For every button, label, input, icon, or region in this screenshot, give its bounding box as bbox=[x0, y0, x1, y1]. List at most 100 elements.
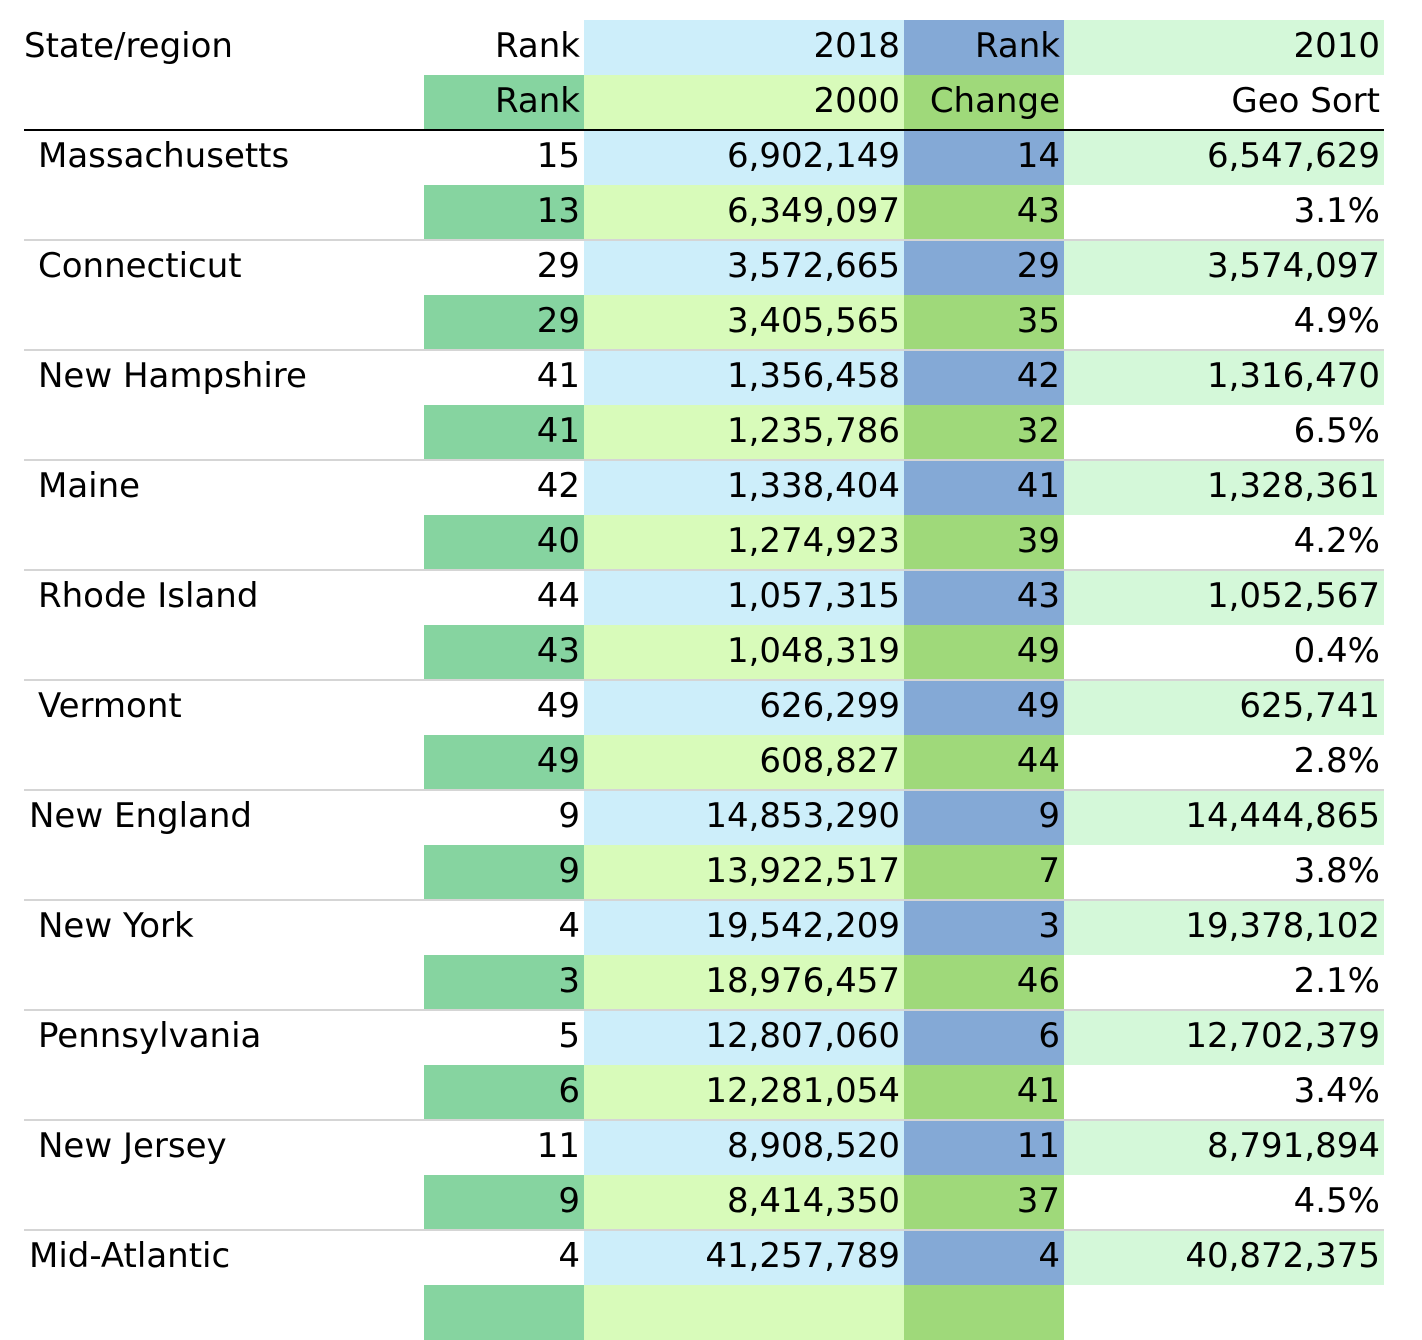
table-body: Massachusetts 15 6,902,149 14 6,547,629 13 6,3… bbox=[24, 129, 1384, 1340]
header-2010: 2010 bbox=[1064, 20, 1384, 75]
population-2000-cell: 12,281,054 bbox=[584, 1065, 904, 1120]
rank-2000-cell: 43 bbox=[424, 625, 584, 680]
percent-change-cell: 4.2% bbox=[1293, 521, 1380, 561]
rank-2010-cell: 11 bbox=[904, 1120, 1064, 1175]
state-name: Rhode Island bbox=[38, 576, 259, 616]
rank-2018-cell: 4 bbox=[558, 906, 580, 946]
population-2018-cell: 14,853,290 bbox=[584, 790, 904, 845]
row-spacer bbox=[24, 735, 424, 790]
population-2000-cell: 6,349,097 bbox=[584, 185, 904, 240]
population-2010-cell: 12,702,379 bbox=[1064, 1010, 1384, 1065]
table-row: New Jersey 11 8,908,520 11 8,791,894 bbox=[24, 1119, 1384, 1175]
table-row: Connecticut 29 3,572,665 29 3,574,097 bbox=[24, 239, 1384, 295]
population-2010-cell: 625,741 bbox=[1064, 680, 1384, 735]
row-spacer bbox=[24, 625, 424, 680]
percent-change-cell: 4.9% bbox=[1293, 301, 1380, 341]
population-2000-cell bbox=[584, 1285, 904, 1340]
table-row: Rhode Island 44 1,057,315 43 1,052,567 bbox=[24, 569, 1384, 625]
header-rank-2018: Rank bbox=[495, 26, 580, 66]
rank-2000-cell: 40 bbox=[424, 515, 584, 570]
change-rank-cell: 39 bbox=[904, 515, 1064, 570]
population-table: State/region Rank 2018 Rank 2010 Rank 20… bbox=[24, 20, 1384, 1340]
population-2010-cell: 1,328,361 bbox=[1064, 460, 1384, 515]
population-2010-cell: 8,791,894 bbox=[1064, 1120, 1384, 1175]
row-spacer bbox=[24, 845, 424, 900]
table-row: 9 13,922,517 7 3.8% bbox=[24, 845, 1384, 900]
row-spacer bbox=[24, 955, 424, 1010]
rank-2010-cell: 4 bbox=[904, 1230, 1064, 1285]
state-name: Massachusetts bbox=[38, 136, 290, 176]
rank-2000-cell: 6 bbox=[424, 1065, 584, 1120]
population-2000-cell: 608,827 bbox=[584, 735, 904, 790]
rank-2010-cell: 49 bbox=[904, 680, 1064, 735]
rank-2000-cell bbox=[424, 1285, 584, 1340]
rank-2010-cell: 3 bbox=[904, 900, 1064, 955]
population-2018-cell: 3,572,665 bbox=[584, 240, 904, 295]
row-spacer bbox=[24, 295, 424, 350]
header-state-region: State/region bbox=[24, 26, 233, 66]
population-2010-cell: 6,547,629 bbox=[1064, 130, 1384, 185]
state-name: Connecticut bbox=[38, 246, 242, 286]
rank-2000-cell: 41 bbox=[424, 405, 584, 460]
header-2000: 2000 bbox=[584, 75, 904, 130]
row-divider bbox=[24, 569, 1384, 571]
population-2010-cell: 1,316,470 bbox=[1064, 350, 1384, 405]
header-2018: 2018 bbox=[584, 20, 904, 75]
table-row: 29 3,405,565 35 4.9% bbox=[24, 295, 1384, 350]
rank-2000-cell: 9 bbox=[424, 845, 584, 900]
table-row bbox=[24, 1285, 1384, 1340]
population-2010-cell: 3,574,097 bbox=[1064, 240, 1384, 295]
table-row: 6 12,281,054 41 3.4% bbox=[24, 1065, 1384, 1120]
rank-2000-cell: 9 bbox=[424, 1175, 584, 1230]
rank-2018-cell: 41 bbox=[536, 356, 580, 396]
change-rank-cell: 41 bbox=[904, 1065, 1064, 1120]
state-name: Maine bbox=[38, 466, 141, 506]
population-2018-cell: 6,902,149 bbox=[584, 130, 904, 185]
rank-2018-cell: 5 bbox=[558, 1016, 580, 1056]
population-2010-cell: 40,872,375 bbox=[1064, 1230, 1384, 1285]
table-row: Vermont 49 626,299 49 625,741 bbox=[24, 679, 1384, 735]
table-row: 40 1,274,923 39 4.2% bbox=[24, 515, 1384, 570]
rank-2018-cell: 49 bbox=[536, 686, 580, 726]
percent-change-cell: 0.4% bbox=[1293, 631, 1380, 671]
percent-change-cell: 3.1% bbox=[1293, 191, 1380, 231]
state-name: Mid-Atlantic bbox=[29, 1236, 231, 1276]
percent-change-cell: 3.4% bbox=[1293, 1071, 1380, 1111]
state-name: New York bbox=[38, 906, 194, 946]
rank-2018-cell: 29 bbox=[536, 246, 580, 286]
rank-2010-cell: 43 bbox=[904, 570, 1064, 625]
row-spacer bbox=[24, 185, 424, 240]
state-name: Pennsylvania bbox=[38, 1016, 262, 1056]
row-divider bbox=[24, 349, 1384, 351]
change-rank-cell bbox=[904, 1285, 1064, 1340]
row-spacer bbox=[24, 1065, 424, 1120]
row-divider bbox=[24, 1009, 1384, 1011]
header-rank-2000: Rank bbox=[424, 75, 584, 130]
population-2000-cell: 13,922,517 bbox=[584, 845, 904, 900]
change-rank-cell: 49 bbox=[904, 625, 1064, 680]
population-2018-cell: 1,356,458 bbox=[584, 350, 904, 405]
population-2000-cell: 1,048,319 bbox=[584, 625, 904, 680]
table-row: Mid-Atlantic 4 41,257,789 4 40,872,375 bbox=[24, 1229, 1384, 1285]
rank-2018-cell: 42 bbox=[536, 466, 580, 506]
change-rank-cell: 46 bbox=[904, 955, 1064, 1010]
header-row-1: State/region Rank 2018 Rank 2010 bbox=[24, 20, 1384, 75]
rank-2000-cell: 49 bbox=[424, 735, 584, 790]
percent-change-cell: 6.5% bbox=[1293, 411, 1380, 451]
row-spacer bbox=[24, 1285, 424, 1340]
rank-2010-cell: 14 bbox=[904, 130, 1064, 185]
population-2018-cell: 12,807,060 bbox=[584, 1010, 904, 1065]
state-name: New Jersey bbox=[38, 1126, 227, 1166]
population-2018-cell: 626,299 bbox=[584, 680, 904, 735]
rank-2018-cell: 11 bbox=[536, 1126, 580, 1166]
table-row: 9 8,414,350 37 4.5% bbox=[24, 1175, 1384, 1230]
row-divider bbox=[24, 239, 1384, 241]
change-rank-cell: 7 bbox=[904, 845, 1064, 900]
population-2000-cell: 18,976,457 bbox=[584, 955, 904, 1010]
row-divider bbox=[24, 459, 1384, 461]
state-name: New England bbox=[29, 796, 252, 836]
table-row: 49 608,827 44 2.8% bbox=[24, 735, 1384, 790]
header-row-2: Rank 2000 Change Geo Sort bbox=[24, 75, 1384, 130]
table-row: New York 4 19,542,209 3 19,378,102 bbox=[24, 899, 1384, 955]
rank-2018-cell: 44 bbox=[536, 576, 580, 616]
